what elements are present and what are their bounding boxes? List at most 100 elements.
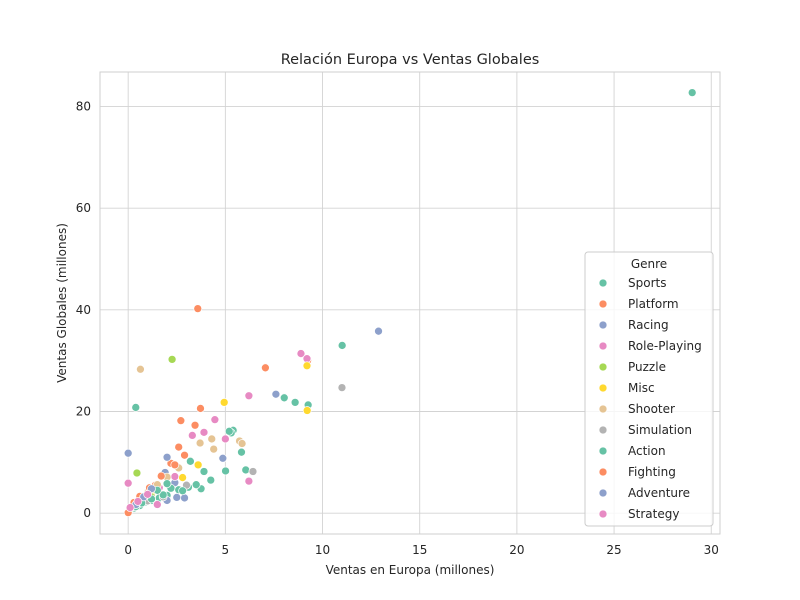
point-sports xyxy=(279,393,289,403)
point-platform xyxy=(176,416,186,426)
tick-labels: 0 5 10 15 20 25 30 0 20 40 60 80 xyxy=(76,100,719,557)
point-action xyxy=(158,490,168,500)
legend-marker-role-playing xyxy=(598,341,608,351)
point-racing xyxy=(180,493,189,503)
point-fighting xyxy=(180,450,189,460)
point-racing xyxy=(271,389,281,399)
point-fighting xyxy=(170,460,180,470)
point-role-playing xyxy=(170,472,180,481)
point-sports xyxy=(687,88,697,97)
point-platform xyxy=(196,404,205,413)
legend-marker-strategy xyxy=(598,509,608,519)
legend-marker-racing xyxy=(598,320,608,330)
point-shooter xyxy=(136,364,145,374)
point-action xyxy=(224,426,234,436)
point-platform xyxy=(261,363,270,373)
legend-label-sports: Sports xyxy=(628,276,666,290)
point-shooter xyxy=(195,438,205,448)
point-strategy xyxy=(143,490,152,499)
point-misc xyxy=(193,460,203,470)
legend-marker-simulation xyxy=(598,425,608,435)
legend-label-fighting: Fighting xyxy=(628,465,676,479)
point-role-playing xyxy=(221,434,230,444)
point-action xyxy=(206,475,216,485)
point-strategy xyxy=(125,503,135,512)
point-misc xyxy=(219,398,229,407)
plot-frame xyxy=(99,71,721,535)
point-role-playing xyxy=(199,427,209,437)
point-racing xyxy=(123,448,133,458)
point-simulation xyxy=(248,467,258,476)
x-tick-label: 10 xyxy=(315,543,330,557)
point-role-playing xyxy=(296,349,306,358)
y-tick-label: 0 xyxy=(83,506,91,520)
point-simulation xyxy=(337,383,347,392)
point-sports xyxy=(290,398,300,407)
legend-marker-shooter xyxy=(598,404,608,414)
point-platform xyxy=(193,304,203,313)
point-action xyxy=(162,479,172,489)
legend-label-puzzle: Puzzle xyxy=(628,360,666,374)
legend-label-action: Action xyxy=(628,444,666,458)
point-action xyxy=(199,467,209,476)
point-strategy xyxy=(152,500,162,509)
legend-label-misc: Misc xyxy=(628,381,655,395)
point-shooter xyxy=(207,434,217,444)
point-adventure xyxy=(162,452,172,462)
legend-label-simulation: Simulation xyxy=(628,423,692,437)
point-shooter xyxy=(209,444,219,454)
data-points xyxy=(123,88,697,518)
legend-marker-fighting xyxy=(598,467,608,477)
x-axis-title: Ventas en Europa (millones) xyxy=(326,563,495,577)
point-shooter xyxy=(237,439,247,448)
point-misc xyxy=(302,406,312,415)
point-puzzle xyxy=(167,355,177,364)
point-action xyxy=(178,486,187,496)
legend: Genre Sports Platform Racing Role-Playing Pu… xyxy=(584,251,714,527)
x-tick-label: 25 xyxy=(606,543,621,557)
point-sports xyxy=(337,341,347,350)
legend-label-shooter: Shooter xyxy=(628,402,675,416)
legend-box xyxy=(584,251,714,527)
legend-title: Genre xyxy=(631,257,667,271)
legend-marker-sports xyxy=(598,278,608,288)
x-tick-label: 5 xyxy=(222,543,230,557)
point-sports xyxy=(221,466,230,476)
y-tick-label: 40 xyxy=(76,303,91,317)
legend-label-racing: Racing xyxy=(628,318,669,332)
point-role-playing xyxy=(244,391,254,401)
point-misc xyxy=(302,361,312,371)
x-tick-label: 0 xyxy=(124,543,132,557)
point-strategy xyxy=(244,476,254,486)
point-role-playing xyxy=(123,478,133,488)
chart-title: Relación Europa vs Ventas Globales xyxy=(281,52,540,68)
point-strategy xyxy=(133,497,143,506)
point-platform xyxy=(190,420,200,430)
point-sports xyxy=(237,447,246,457)
point-role-playing xyxy=(210,415,220,424)
legend-marker-action xyxy=(598,446,608,456)
point-racing xyxy=(374,326,383,336)
point-fighting xyxy=(156,471,166,481)
point-misc xyxy=(178,473,187,482)
y-tick-label: 60 xyxy=(76,201,91,215)
point-puzzle xyxy=(132,468,142,478)
point-role-playing xyxy=(187,431,197,440)
x-tick-label: 30 xyxy=(704,543,719,557)
legend-marker-adventure xyxy=(598,488,608,498)
legend-label-role-playing: Role-Playing xyxy=(628,339,702,353)
y-axis-title: Ventas Globales (millones) xyxy=(55,223,69,383)
legend-label-adventure: Adventure xyxy=(628,486,690,500)
point-sports xyxy=(241,465,251,475)
point-sports xyxy=(131,403,141,412)
point-action xyxy=(186,456,195,466)
legend-marker-misc xyxy=(598,383,608,393)
y-tick-label: 80 xyxy=(76,100,91,114)
legend-marker-puzzle xyxy=(598,362,608,372)
legend-label-strategy: Strategy xyxy=(628,507,679,521)
legend-marker-platform xyxy=(598,299,608,309)
legend-label-platform: Platform xyxy=(628,297,679,311)
point-platform xyxy=(174,442,184,452)
point-racing xyxy=(218,453,228,463)
